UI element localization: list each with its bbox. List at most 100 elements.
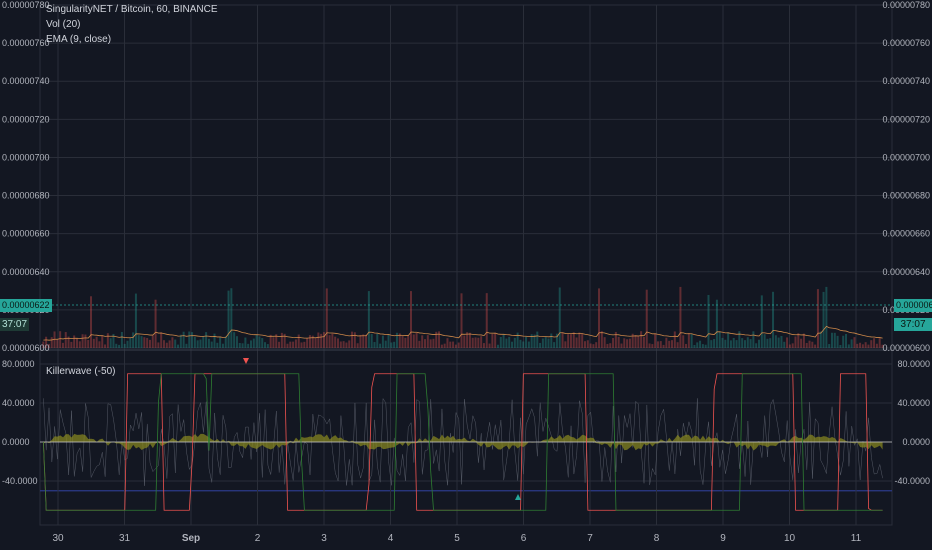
volume-bar bbox=[828, 344, 831, 348]
volume-bar bbox=[81, 334, 84, 348]
volume-bar bbox=[275, 334, 278, 348]
volume-bar bbox=[550, 333, 553, 348]
volume-bar bbox=[738, 331, 741, 348]
volume-bar bbox=[589, 343, 592, 348]
volume-bar bbox=[718, 331, 721, 348]
osc-tick-label: -40.0000 bbox=[2, 476, 38, 486]
time-axis[interactable]: 30 31 Sep 2 3 4 5 6 7 8 9 10 11 bbox=[52, 533, 861, 544]
volume-bar bbox=[707, 294, 710, 348]
volume-bar bbox=[609, 343, 612, 348]
volume-study-label[interactable]: Vol (20) bbox=[46, 19, 81, 30]
ema-study-label[interactable]: EMA (9, close) bbox=[46, 34, 112, 45]
volume-bar bbox=[289, 341, 292, 348]
volume-bar bbox=[547, 338, 550, 348]
volume-bar bbox=[42, 341, 45, 348]
volume-bar bbox=[839, 344, 842, 348]
volume-bar bbox=[788, 344, 791, 348]
oscillator-pane bbox=[40, 373, 892, 511]
volume-bar bbox=[805, 342, 808, 348]
volume-bar bbox=[188, 331, 191, 348]
oscillator-study-label[interactable]: Killerwave (-50) bbox=[46, 366, 116, 377]
volume-bar bbox=[202, 336, 205, 348]
volume-bar bbox=[395, 332, 398, 348]
volume-bar bbox=[640, 331, 643, 348]
volume-bar bbox=[729, 340, 732, 348]
volume-bar bbox=[426, 335, 429, 348]
volume-bar bbox=[351, 331, 354, 348]
volume-bar bbox=[626, 339, 629, 348]
buy-signal-icon bbox=[515, 494, 521, 500]
oscillator-legend: Killerwave (-50) bbox=[46, 364, 115, 379]
volume-bar bbox=[620, 343, 623, 348]
countdown-tag-left: 37:07 bbox=[0, 318, 30, 331]
volume-bar bbox=[132, 332, 135, 348]
plot-frame bbox=[39, 4, 893, 526]
volume-bar bbox=[87, 339, 90, 348]
volume-bar bbox=[90, 296, 93, 348]
volume-bar bbox=[269, 334, 272, 348]
volume-bar bbox=[359, 335, 362, 348]
volume-bar bbox=[283, 333, 286, 348]
volume-bar bbox=[207, 338, 210, 348]
symbol-title[interactable]: SingularityNET / Bitcoin, 60, BINANCE bbox=[46, 4, 218, 15]
volume-bar bbox=[499, 336, 502, 348]
volume-bar bbox=[390, 342, 393, 348]
volume-bar bbox=[881, 344, 884, 348]
price-tick-label: 0.00000760 bbox=[882, 38, 930, 48]
price-tick-label: 0.00000600 bbox=[882, 343, 930, 353]
volume-bar bbox=[853, 337, 856, 348]
volume-bar bbox=[235, 336, 238, 348]
price-tick-label: 0.00000660 bbox=[2, 229, 50, 239]
volume-bar bbox=[348, 340, 351, 348]
time-tick-label: 31 bbox=[119, 533, 131, 544]
volume-bar bbox=[165, 342, 168, 348]
volume-bar bbox=[637, 336, 640, 348]
volume-bar bbox=[842, 335, 845, 348]
volume-bar bbox=[673, 331, 676, 348]
volume-bar bbox=[536, 331, 539, 348]
volume-bar bbox=[367, 291, 370, 348]
time-tick-label: 7 bbox=[587, 533, 593, 544]
volume-bar bbox=[337, 338, 340, 348]
volume-bar bbox=[238, 342, 241, 348]
countdown-tag-right: 37:07 bbox=[894, 318, 932, 331]
volume-bar bbox=[134, 293, 137, 348]
time-tick-label: 6 bbox=[521, 533, 527, 544]
time-tick-label: 10 bbox=[784, 533, 796, 544]
volume-bar bbox=[704, 344, 707, 348]
volume-bar bbox=[191, 332, 194, 348]
volume-bar bbox=[727, 332, 730, 348]
volume-bar bbox=[143, 337, 146, 348]
volume-bar bbox=[797, 333, 800, 348]
volume-bar bbox=[421, 335, 424, 348]
volume-bar bbox=[575, 337, 578, 348]
price-axis[interactable]: 0.00000780 0.00000780 0.00000760 0.00000760… bbox=[2, 0, 930, 353]
volume-bar bbox=[160, 332, 163, 348]
volume-bar bbox=[592, 344, 595, 348]
volume-bar bbox=[870, 340, 873, 348]
osc-slow-line bbox=[43, 373, 883, 511]
volume-bar bbox=[56, 339, 59, 348]
volume-bar bbox=[370, 333, 373, 348]
volume-bar bbox=[112, 333, 115, 348]
price-tick-label: 0.00000740 bbox=[2, 76, 50, 86]
volume-bar bbox=[752, 331, 755, 348]
oscillator-axis[interactable]: 80.0000 80.0000 40.0000 40.0000 0.0000 0.0000… bbox=[2, 359, 930, 486]
volume-bar bbox=[558, 287, 561, 348]
price-tick-label: 0.00000720 bbox=[882, 114, 930, 124]
price-tick-label: 0.00000660 bbox=[882, 229, 930, 239]
volume-bar bbox=[564, 341, 567, 348]
volume-bar bbox=[432, 338, 435, 348]
volume-bar bbox=[735, 340, 738, 348]
volume-bar bbox=[569, 334, 572, 348]
volume-bar bbox=[325, 288, 328, 348]
chart-legend: SingularityNET / Bitcoin, 60, BINANCE Vo… bbox=[46, 2, 218, 47]
volume-bar bbox=[533, 334, 536, 348]
price-tick-label: 0.00000640 bbox=[2, 267, 50, 277]
volume-bar bbox=[272, 337, 275, 348]
volume-bar bbox=[219, 337, 222, 348]
time-tick-label: 11 bbox=[851, 533, 862, 544]
volume-bar bbox=[530, 334, 533, 348]
volume-bar bbox=[783, 341, 786, 348]
